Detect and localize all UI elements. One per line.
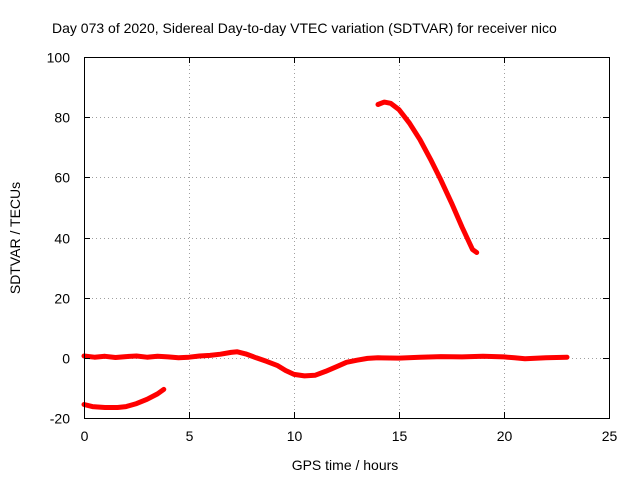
y-tick-label: 20 [54, 291, 70, 307]
x-tick-label: 5 [186, 428, 194, 444]
y-tick-label: 40 [54, 231, 70, 247]
y-tick-label: 0 [62, 351, 70, 367]
y-tick-label: 60 [54, 170, 70, 186]
y-tick-label: -20 [50, 411, 70, 427]
x-tick-label: 10 [287, 428, 303, 444]
x-tick-label: 15 [392, 428, 408, 444]
y-tick-label: 80 [54, 110, 70, 126]
y-axis-label: SDTVAR / TECUs [7, 182, 23, 294]
x-tick-label: 20 [497, 428, 513, 444]
x-tick-label: 0 [81, 428, 89, 444]
series-group [81, 99, 570, 410]
chart-title: Day 073 of 2020, Sidereal Day-to-day VTE… [52, 20, 557, 36]
x-tick-label: 25 [602, 428, 618, 444]
x-axis-label: GPS time / hours [292, 457, 399, 473]
series-baseline [81, 349, 570, 379]
series-arc-early [81, 386, 167, 410]
y-tick-label: 100 [47, 50, 71, 66]
ticks: 0 5 10 15 20 25 -20 0 20 40 60 80 100 [47, 50, 618, 445]
series-arc-late [375, 99, 480, 255]
